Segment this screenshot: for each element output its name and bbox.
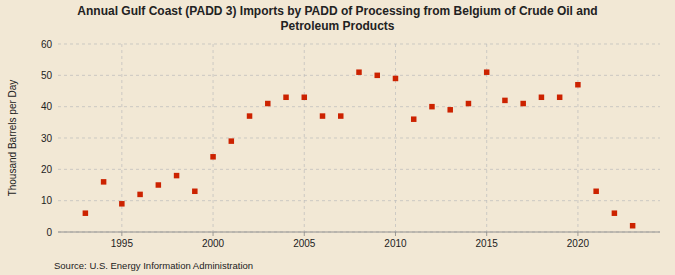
x-grid-line <box>213 44 214 232</box>
point <box>466 101 472 107</box>
x-tick-label: 1995 <box>111 238 134 249</box>
y-tick-label: 0 <box>46 227 52 238</box>
y-grid-line <box>58 75 660 76</box>
x-tick-label: 2000 <box>202 238 225 249</box>
point <box>502 98 508 104</box>
y-tick-label: 60 <box>41 39 53 50</box>
x-tick <box>121 232 122 236</box>
point <box>302 95 308 101</box>
point <box>338 113 344 119</box>
point <box>101 179 107 185</box>
y-grid-line <box>58 44 660 45</box>
x-grid-line <box>577 44 578 232</box>
point <box>630 223 636 229</box>
point <box>265 101 271 107</box>
y-tick-label: 50 <box>41 70 53 81</box>
y-tick-label: 30 <box>41 133 53 144</box>
point <box>593 189 599 195</box>
grid <box>58 44 660 232</box>
point <box>283 95 289 101</box>
chart: Annual Gulf Coast (PADD 3) Imports by PA… <box>0 0 675 275</box>
point <box>210 154 216 160</box>
x-grid-line <box>304 44 305 232</box>
background <box>0 0 675 275</box>
x-tick-label: 2005 <box>293 238 316 249</box>
x-tick-label: 2010 <box>384 238 407 249</box>
y-axis-label: Thousand Barrels per Day <box>7 80 18 197</box>
point <box>229 138 235 144</box>
x-tick <box>486 232 487 236</box>
point <box>575 82 581 88</box>
y-tick-label: 40 <box>41 101 53 112</box>
point <box>447 107 453 113</box>
point <box>411 116 417 122</box>
x-grid-line <box>395 44 396 232</box>
point <box>247 113 253 119</box>
point <box>429 104 435 110</box>
point <box>119 201 125 207</box>
y-grid-line <box>58 200 660 201</box>
y-grid-line <box>58 169 660 170</box>
point <box>539 95 545 101</box>
y-grid-line <box>58 106 660 107</box>
y-grid-line <box>58 138 660 139</box>
point <box>137 192 143 198</box>
source-note: Source: U.S. Energy Information Administ… <box>54 260 253 271</box>
y-tick-label: 10 <box>41 195 53 206</box>
x-tick <box>577 232 578 236</box>
y-tick-label: 20 <box>41 164 53 175</box>
point <box>356 69 362 75</box>
point <box>393 76 399 82</box>
points <box>83 69 636 228</box>
x-tick <box>304 232 305 236</box>
point <box>612 210 618 216</box>
axes: 0 10 20 30 40 50 60 1995 2000 2005 2010 2015 2020 <box>41 39 660 250</box>
point <box>320 113 326 119</box>
x-tick <box>395 232 396 236</box>
point <box>83 210 89 216</box>
point <box>374 73 380 79</box>
point <box>156 182 162 188</box>
title: Annual Gulf Coast (PADD 3) Imports by PA… <box>77 4 597 33</box>
x-tick-label: 2015 <box>476 238 499 249</box>
point <box>520 101 526 107</box>
point <box>192 189 198 195</box>
x-axis-line <box>58 232 660 233</box>
x-tick <box>213 232 214 236</box>
point <box>557 95 563 101</box>
y-grid-line <box>58 232 660 233</box>
x-tick-label: 2020 <box>567 238 590 249</box>
point <box>484 69 490 75</box>
point <box>174 173 180 179</box>
